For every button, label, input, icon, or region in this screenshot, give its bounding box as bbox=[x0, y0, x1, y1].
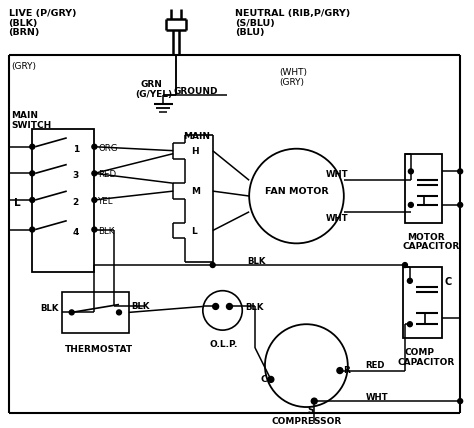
Circle shape bbox=[92, 144, 97, 149]
Text: (BLK): (BLK) bbox=[9, 18, 38, 27]
Text: YEL: YEL bbox=[98, 197, 114, 206]
Text: CAPACITOR: CAPACITOR bbox=[397, 358, 454, 367]
Text: BLK: BLK bbox=[98, 226, 115, 235]
Bar bbox=[62, 291, 129, 333]
Text: M: M bbox=[191, 187, 200, 196]
Circle shape bbox=[408, 278, 412, 283]
Circle shape bbox=[458, 398, 463, 404]
Text: 4: 4 bbox=[73, 228, 79, 237]
Text: WHT: WHT bbox=[326, 214, 349, 223]
Text: BLK: BLK bbox=[40, 304, 59, 313]
Circle shape bbox=[227, 303, 232, 309]
Text: GROUND: GROUND bbox=[173, 86, 218, 95]
Text: SWITCH: SWITCH bbox=[11, 121, 52, 130]
Text: NEUTRAL (RIB,P/GRY): NEUTRAL (RIB,P/GRY) bbox=[236, 9, 351, 18]
Text: GRN: GRN bbox=[141, 80, 163, 89]
Circle shape bbox=[69, 310, 74, 315]
Circle shape bbox=[337, 368, 343, 374]
Text: LIVE (P/GRY): LIVE (P/GRY) bbox=[9, 9, 76, 18]
Text: CAPACITOR: CAPACITOR bbox=[403, 242, 460, 251]
Text: BLK: BLK bbox=[247, 257, 266, 266]
Circle shape bbox=[30, 171, 35, 176]
Circle shape bbox=[213, 303, 219, 309]
Circle shape bbox=[409, 169, 413, 174]
Circle shape bbox=[210, 263, 215, 268]
Text: (BLU): (BLU) bbox=[236, 28, 265, 37]
Text: (G/YEL): (G/YEL) bbox=[135, 89, 172, 98]
Circle shape bbox=[92, 227, 97, 232]
Text: R: R bbox=[343, 366, 350, 374]
Text: (GRY): (GRY) bbox=[11, 62, 36, 71]
Circle shape bbox=[117, 310, 121, 315]
Text: MOTOR: MOTOR bbox=[407, 232, 445, 241]
Bar bbox=[403, 267, 442, 338]
Bar bbox=[32, 129, 94, 272]
Circle shape bbox=[458, 202, 463, 208]
Circle shape bbox=[92, 197, 97, 202]
Circle shape bbox=[30, 227, 35, 232]
Text: (BRN): (BRN) bbox=[9, 28, 40, 37]
Text: MAIN: MAIN bbox=[183, 132, 210, 141]
Circle shape bbox=[92, 171, 97, 176]
Text: RED: RED bbox=[98, 170, 117, 179]
Text: BLK: BLK bbox=[131, 302, 149, 311]
Circle shape bbox=[458, 169, 463, 174]
Text: ORG: ORG bbox=[98, 144, 118, 153]
Text: 3: 3 bbox=[73, 171, 79, 180]
Circle shape bbox=[402, 263, 408, 268]
Text: 1: 1 bbox=[73, 145, 79, 154]
Text: (S/BLU): (S/BLU) bbox=[236, 18, 275, 27]
Circle shape bbox=[311, 398, 317, 404]
Text: WHT: WHT bbox=[365, 393, 388, 402]
Text: RED: RED bbox=[365, 361, 385, 370]
Text: C: C bbox=[261, 375, 268, 384]
Text: BLK: BLK bbox=[245, 303, 264, 312]
Text: L: L bbox=[191, 226, 197, 235]
Text: S: S bbox=[307, 406, 314, 415]
Text: (WHT): (WHT) bbox=[280, 68, 308, 77]
Text: O.L.P.: O.L.P. bbox=[210, 340, 238, 349]
Circle shape bbox=[30, 197, 35, 202]
Text: L: L bbox=[14, 198, 20, 208]
Text: C: C bbox=[445, 277, 452, 287]
Text: 2: 2 bbox=[73, 198, 79, 207]
Circle shape bbox=[409, 202, 413, 208]
Text: THERMOSTAT: THERMOSTAT bbox=[65, 345, 133, 354]
Circle shape bbox=[408, 322, 412, 327]
Text: H: H bbox=[191, 147, 199, 156]
Text: FAN MOTOR: FAN MOTOR bbox=[264, 187, 328, 196]
Text: COMP: COMP bbox=[405, 348, 435, 357]
Text: (GRY): (GRY) bbox=[280, 78, 305, 87]
Bar bbox=[405, 154, 442, 223]
Circle shape bbox=[30, 144, 35, 149]
Circle shape bbox=[268, 377, 274, 382]
Text: MAIN: MAIN bbox=[11, 111, 38, 120]
Text: WHT: WHT bbox=[326, 170, 349, 179]
Text: COMPRESSOR: COMPRESSOR bbox=[271, 417, 341, 426]
